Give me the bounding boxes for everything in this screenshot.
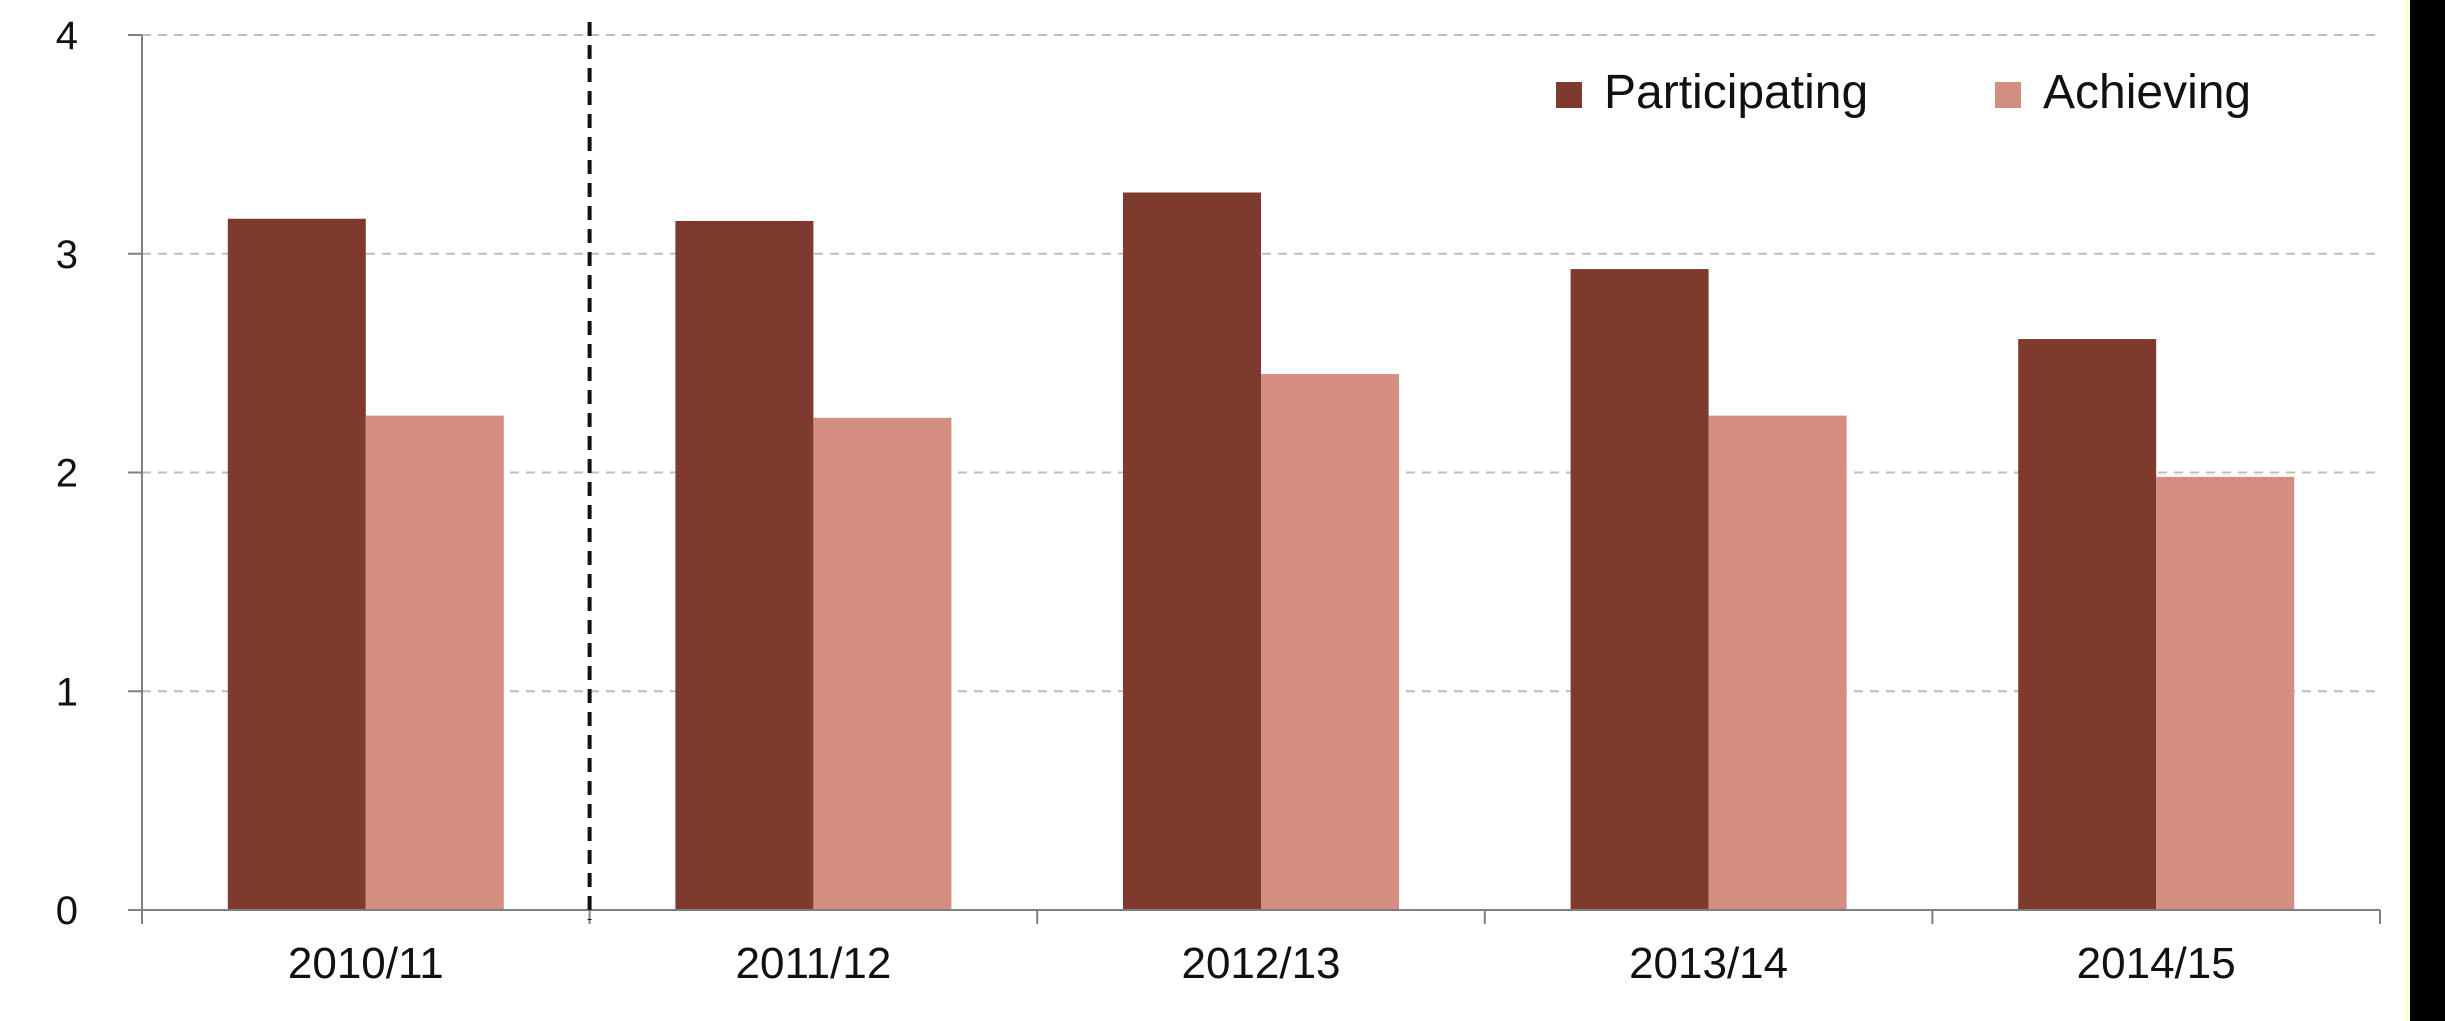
y-tick-label: 0 [56, 889, 78, 933]
legend-swatch-achieving [1995, 82, 2021, 108]
bar-participating-2014-15 [2018, 339, 2157, 910]
axes: 0 1 2 3 4 2010/11 2011/12 2012/13 2013/14 2014/15 [56, 14, 2381, 988]
bar-achieving-2012-13 [1261, 374, 1399, 910]
legend-swatch-participating [1556, 82, 1582, 108]
bar-achieving-2010-11 [365, 415, 504, 910]
bar-participating-2011-12 [675, 220, 814, 910]
y-tick-label: 3 [56, 233, 78, 277]
y-tick-label: 2 [56, 452, 78, 496]
x-tick-label: 2012/13 [1181, 939, 1340, 988]
bar-achieving-2014-15 [2156, 476, 2295, 910]
gridlines [142, 34, 2380, 693]
x-tick-label: 2010/11 [288, 939, 444, 988]
right-edge-accent [2405, 0, 2410, 1021]
legend: Participating Achieving [1556, 66, 2251, 119]
x-tick-label: 2011/12 [736, 939, 892, 988]
y-tick-label: 4 [56, 14, 78, 58]
bar-achieving-2013-14 [1708, 415, 1847, 910]
y-tick-label: 1 [56, 670, 78, 714]
legend-label-participating: Participating [1604, 66, 1868, 119]
x-tick-label: 2014/15 [2077, 939, 2236, 988]
legend-label-achieving: Achieving [2043, 66, 2251, 119]
bar-participating-2013-14 [1570, 269, 1709, 910]
bar-achieving-2011-12 [813, 417, 952, 910]
bars [227, 192, 2295, 910]
bar-participating-2010-11 [227, 218, 366, 910]
bar-participating-2012-13 [1123, 192, 1261, 910]
x-tick-label: 2013/14 [1629, 939, 1788, 988]
